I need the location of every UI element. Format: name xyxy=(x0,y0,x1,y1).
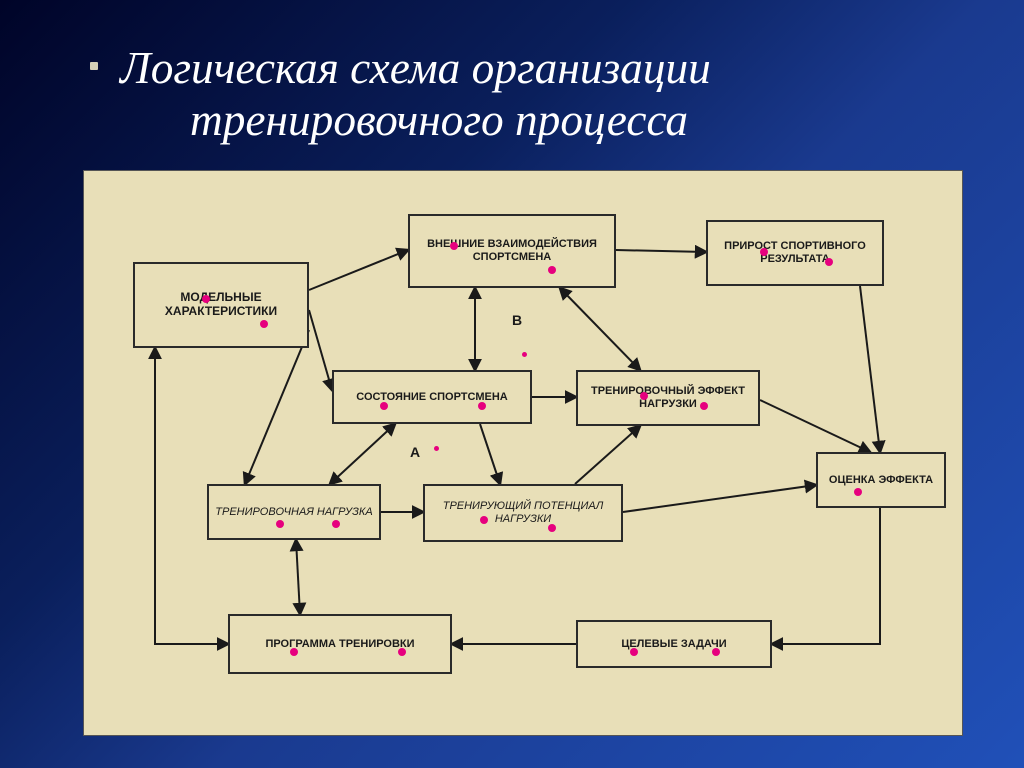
decorative-dot xyxy=(290,648,298,656)
node-load: ТРЕНИРОВОЧНАЯ НАГРУЗКА xyxy=(207,484,381,540)
decorative-dot xyxy=(478,402,486,410)
decorative-dot xyxy=(548,266,556,274)
decorative-dot xyxy=(480,516,488,524)
slide-title-line1: Логическая схема организации xyxy=(120,42,711,94)
slide: Логическая схема организации тренировочн… xyxy=(0,0,1024,768)
decorative-dot xyxy=(700,402,708,410)
decorative-dot xyxy=(332,520,340,528)
node-goals: ЦЕЛЕВЫЕ ЗАДАЧИ xyxy=(576,620,772,668)
decorative-dot xyxy=(450,242,458,250)
node-ext: ВНЕШНИЕ ВЗАИМОДЕЙСТВИЯ СПОРТСМЕНА xyxy=(408,214,616,288)
decorative-dot xyxy=(398,648,406,656)
decorative-dot xyxy=(276,520,284,528)
node-state: СОСТОЯНИЕ СПОРТСМЕНА xyxy=(332,370,532,424)
node-growth: ПРИРОСТ СПОРТИВНОГО РЕЗУЛЬТАТА xyxy=(706,220,884,286)
slide-title-line2: тренировочного процесса xyxy=(190,94,688,146)
decorative-dot xyxy=(434,446,439,451)
zone-label-A: А xyxy=(410,444,420,460)
node-prog: ПРОГРАММА ТРЕНИРОВКИ xyxy=(228,614,452,674)
decorative-dot xyxy=(260,320,268,328)
decorative-dot xyxy=(630,648,638,656)
decorative-dot xyxy=(712,648,720,656)
title-bullet xyxy=(90,62,98,70)
decorative-dot xyxy=(825,258,833,266)
decorative-dot xyxy=(640,392,648,400)
node-effload: ТРЕНИРОВОЧНЫЙ ЭФФЕКТ НАГРУЗКИ xyxy=(576,370,760,426)
decorative-dot xyxy=(760,248,768,256)
zone-label-B: В xyxy=(512,312,522,328)
node-eval: ОЦЕНКА ЭФФЕКТА xyxy=(816,452,946,508)
node-potent: ТРЕНИРУЮЩИЙ ПОТЕНЦИАЛ НАГРУЗКИ xyxy=(423,484,623,542)
node-model: МОДЕЛЬНЫЕ ХАРАКТЕРИСТИКИ xyxy=(133,262,309,348)
decorative-dot xyxy=(380,402,388,410)
decorative-dot xyxy=(854,488,862,496)
decorative-dot xyxy=(522,352,527,357)
decorative-dot xyxy=(548,524,556,532)
decorative-dot xyxy=(202,295,210,303)
